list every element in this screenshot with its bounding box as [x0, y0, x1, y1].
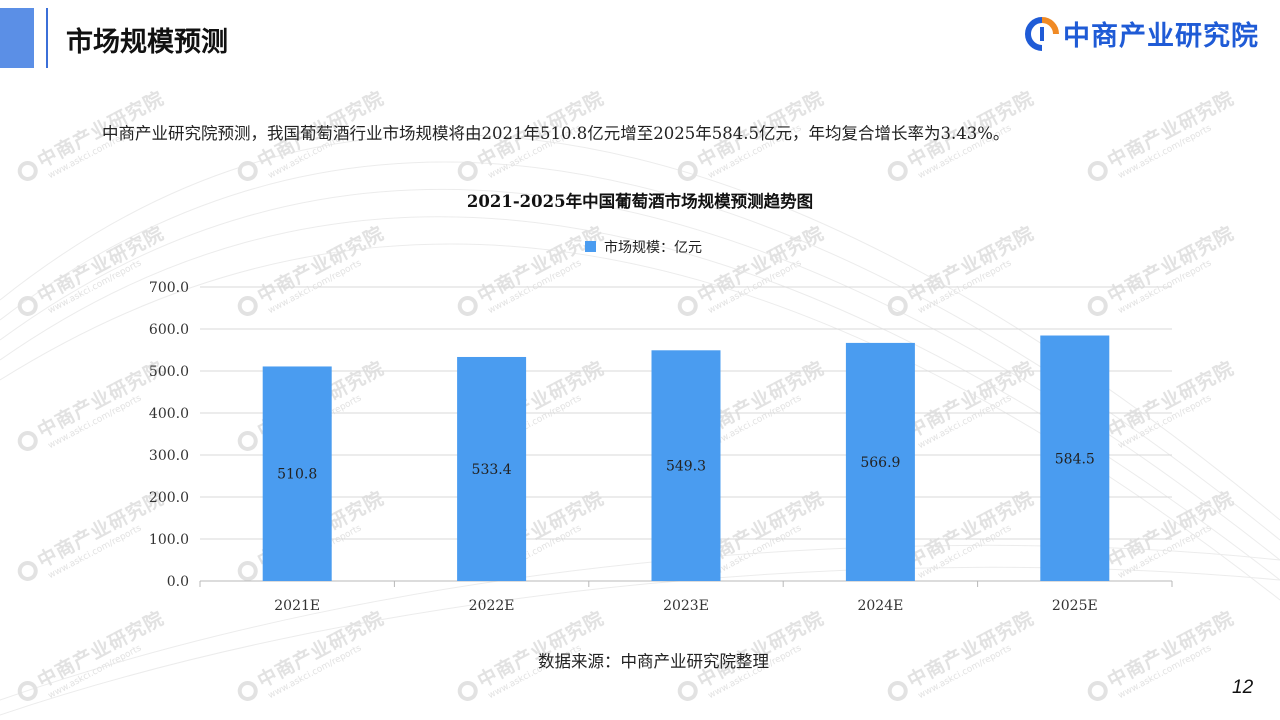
y-tick-label: 700.0: [149, 280, 189, 296]
bar-value-label: 584.5: [1055, 451, 1095, 467]
data-source: 数据来源：中商产业研究院整理: [538, 652, 769, 671]
y-tick-label: 400.0: [149, 406, 189, 422]
bar: [457, 356, 527, 581]
y-tick-label: 600.0: [149, 322, 189, 338]
x-tick-label: 2023E: [663, 598, 709, 614]
x-tick-label: 2022E: [469, 598, 515, 614]
bar-value-label: 549.3: [666, 459, 706, 475]
x-tick-label: 2021E: [274, 598, 320, 614]
bar: [845, 342, 915, 581]
y-tick-label: 300.0: [149, 448, 189, 464]
page-number: 12: [1232, 677, 1254, 698]
legend-swatch: [585, 241, 596, 252]
header-accent-bar: [0, 8, 34, 68]
bar-value-label: 566.9: [860, 455, 900, 471]
legend-label: 市场规模：亿元: [604, 239, 702, 256]
x-tick-label: 2025E: [1052, 598, 1098, 614]
bar: [1040, 335, 1110, 581]
brand-logo: 中商产业研究院: [1025, 14, 1259, 53]
page-title: 市场规模预测: [66, 27, 228, 58]
y-tick-label: 100.0: [149, 532, 189, 548]
logo-text: 中商产业研究院: [1063, 21, 1259, 52]
header-divider: [46, 8, 48, 68]
y-tick-label: 500.0: [149, 364, 189, 380]
chart-title: 2021-2025年中国葡萄酒市场规模预测趋势图: [467, 191, 813, 211]
zhongshang-logo-icon: [1025, 16, 1059, 51]
bar: [262, 366, 332, 581]
summary-text: 中商产业研究院预测，我国葡萄酒行业市场规模将由2021年510.8亿元增至202…: [102, 124, 1010, 143]
x-tick-label: 2024E: [857, 598, 903, 614]
bar-value-label: 533.4: [472, 462, 512, 478]
bar-value-label: 510.8: [277, 467, 317, 483]
bar: [651, 350, 721, 581]
y-tick-label: 0.0: [167, 574, 189, 590]
y-tick-label: 200.0: [149, 490, 189, 506]
